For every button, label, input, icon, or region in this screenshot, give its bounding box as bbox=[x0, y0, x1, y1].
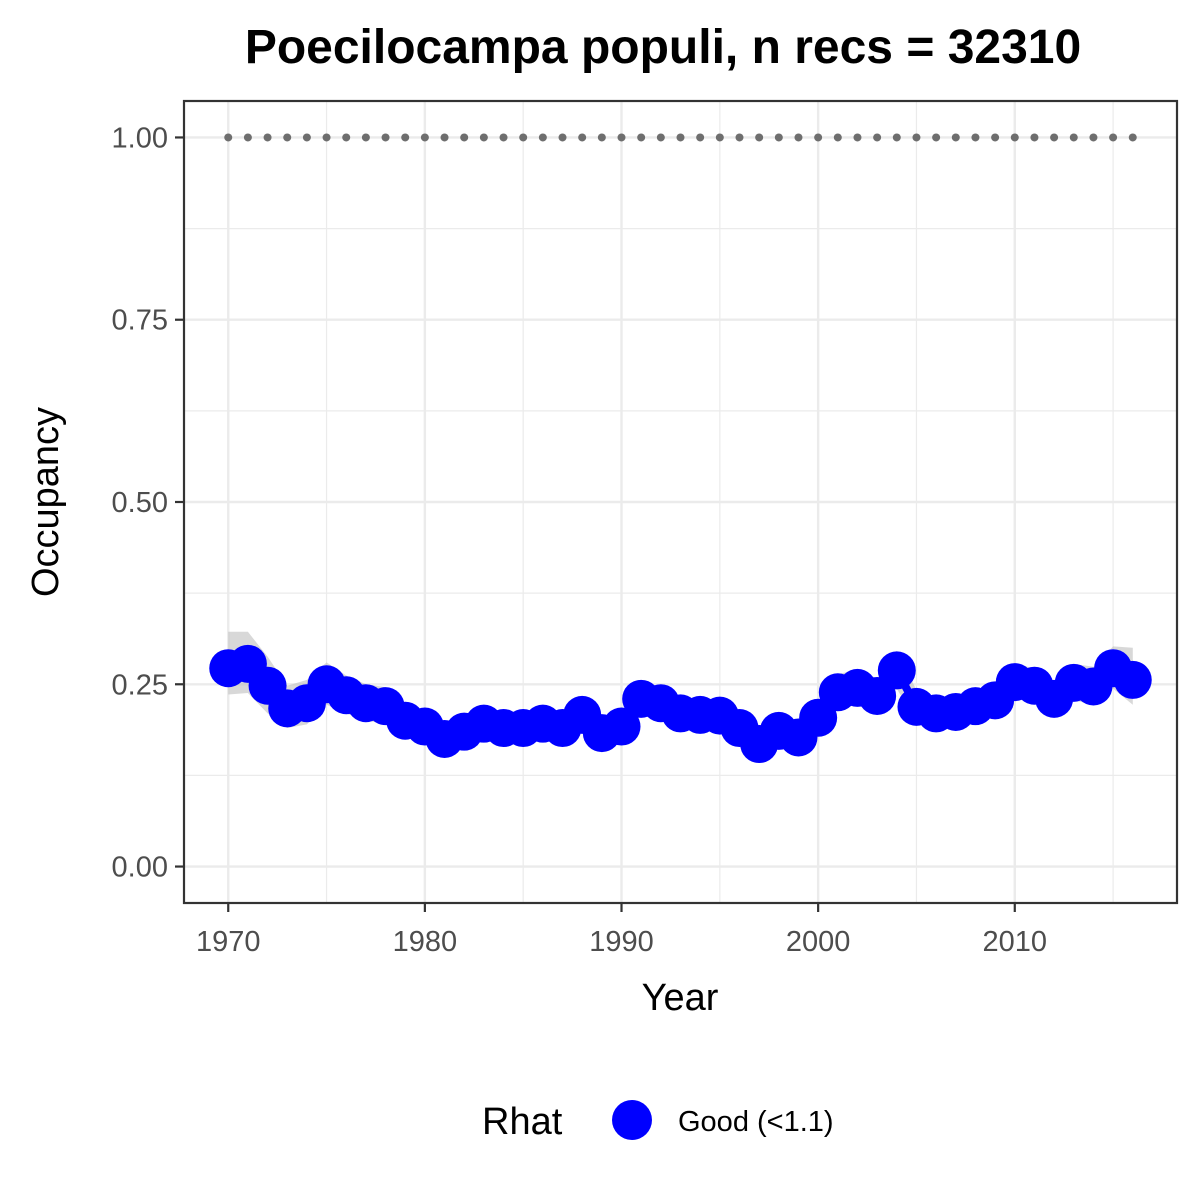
reference-dot bbox=[794, 133, 803, 142]
reference-dot bbox=[519, 133, 528, 142]
y-tick-label: 1.00 bbox=[112, 122, 168, 154]
reference-dot bbox=[1089, 133, 1098, 142]
reference-dot bbox=[1128, 133, 1137, 142]
x-tick-label: 2010 bbox=[983, 926, 1048, 958]
reference-dot bbox=[342, 133, 351, 142]
x-tick-label: 1980 bbox=[393, 926, 458, 958]
reference-dot bbox=[637, 133, 646, 142]
reference-dot bbox=[361, 133, 370, 142]
reference-dot bbox=[538, 133, 547, 142]
reference-dot bbox=[263, 133, 272, 142]
reference-dot bbox=[597, 133, 606, 142]
y-axis: 0.00 0.25 0.50 0.75 1.00 bbox=[112, 122, 184, 884]
reference-dot bbox=[696, 133, 705, 142]
reference-dot bbox=[1050, 133, 1059, 142]
reference-dot bbox=[951, 133, 960, 142]
reference-dot bbox=[715, 133, 724, 142]
legend-title: Rhat bbox=[482, 1101, 563, 1143]
data-point bbox=[602, 707, 641, 746]
x-tick-label: 1990 bbox=[589, 926, 654, 958]
reference-dot bbox=[460, 133, 469, 142]
x-tick-label: 1970 bbox=[196, 926, 261, 958]
legend-key-good bbox=[612, 1100, 652, 1140]
data-point bbox=[1113, 660, 1152, 699]
reference-dot bbox=[578, 133, 587, 142]
reference-dot bbox=[617, 133, 626, 142]
reference-dot bbox=[656, 133, 665, 142]
reference-dot bbox=[932, 133, 941, 142]
reference-dot bbox=[1109, 133, 1118, 142]
gridlines bbox=[184, 101, 1177, 903]
chart-title: Poecilocampa populi, n recs = 32310 bbox=[245, 21, 1081, 74]
reference-dot bbox=[401, 133, 410, 142]
reference-dot bbox=[381, 133, 390, 142]
data-point bbox=[877, 651, 916, 690]
reference-dot bbox=[833, 133, 842, 142]
x-axis: 1970 1980 1990 2000 2010 bbox=[196, 903, 1047, 958]
reference-dot bbox=[440, 133, 449, 142]
y-tick-label: 0.50 bbox=[112, 487, 168, 519]
y-tick-label: 0.00 bbox=[112, 852, 168, 884]
reference-dot bbox=[283, 133, 292, 142]
reference-dot bbox=[814, 133, 823, 142]
reference-dot bbox=[774, 133, 783, 142]
reference-dot bbox=[873, 133, 882, 142]
reference-dot bbox=[892, 133, 901, 142]
reference-dot bbox=[302, 133, 311, 142]
y-tick-label: 0.25 bbox=[112, 669, 168, 701]
reference-dot bbox=[755, 133, 764, 142]
reference-dot bbox=[420, 133, 429, 142]
x-tick-label: 2000 bbox=[786, 926, 851, 958]
y-tick-label: 0.75 bbox=[112, 305, 168, 337]
occupancy-series bbox=[209, 644, 1152, 764]
reference-dot bbox=[224, 133, 233, 142]
legend-label-good: Good (<1.1) bbox=[678, 1106, 834, 1138]
y-axis-title: Occupancy bbox=[25, 407, 67, 597]
reference-dot bbox=[971, 133, 980, 142]
reference-dot bbox=[735, 133, 744, 142]
reference-dot bbox=[1010, 133, 1019, 142]
reference-line-dots bbox=[224, 133, 1137, 142]
reference-dot bbox=[243, 133, 252, 142]
reference-dot bbox=[991, 133, 1000, 142]
reference-dot bbox=[1030, 133, 1039, 142]
reference-dot bbox=[322, 133, 331, 142]
reference-dot bbox=[499, 133, 508, 142]
x-axis-title: Year bbox=[642, 977, 719, 1019]
reference-dot bbox=[853, 133, 862, 142]
reference-dot bbox=[676, 133, 685, 142]
legend: Rhat Good (<1.1) bbox=[482, 1100, 834, 1143]
reference-dot bbox=[912, 133, 921, 142]
reference-dot bbox=[558, 133, 567, 142]
reference-dot bbox=[479, 133, 488, 142]
reference-dot bbox=[1069, 133, 1078, 142]
